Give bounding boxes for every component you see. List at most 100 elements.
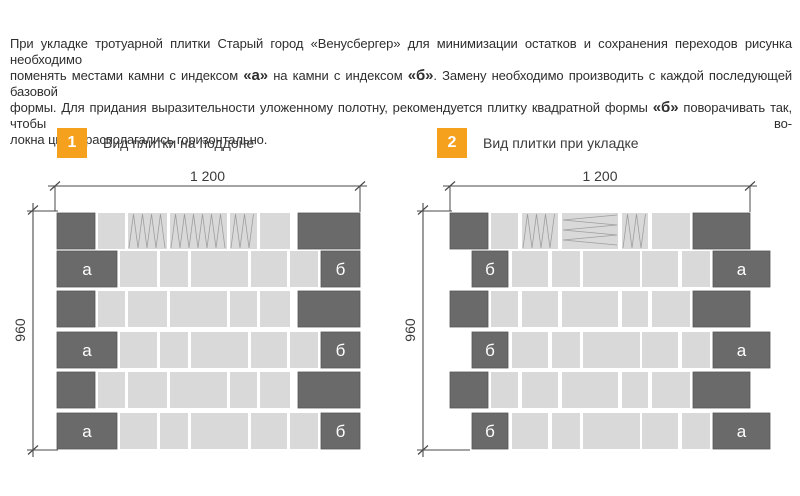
tile-light <box>622 213 648 249</box>
tile-light <box>682 251 710 287</box>
tile-label: б <box>485 260 495 279</box>
tile-light <box>260 291 290 327</box>
tile-light <box>98 372 125 408</box>
tile-dark <box>297 371 361 409</box>
tile-light <box>160 251 188 287</box>
tile-light <box>642 413 678 449</box>
tile-light <box>120 413 157 449</box>
tile-dark <box>449 371 489 409</box>
tile-light <box>290 413 318 449</box>
tile-light <box>230 291 257 327</box>
tile-dark <box>297 290 361 328</box>
tile-light <box>251 251 287 287</box>
tile-label: б <box>485 341 495 360</box>
tile-light <box>251 413 287 449</box>
tile-light <box>290 251 318 287</box>
intro-line: При укладке тротуарной плитки Старый гор… <box>10 36 792 67</box>
section-1-label: 1 Вид плитки на поддоне <box>57 128 254 158</box>
tile-а <box>56 331 118 369</box>
tile-dark <box>449 212 489 250</box>
height-dimension-label: 960 <box>12 318 28 342</box>
tile-б <box>471 412 509 450</box>
tile-light <box>160 332 188 368</box>
tile-light <box>160 413 188 449</box>
tile-dark <box>449 290 489 328</box>
tile-light <box>682 413 710 449</box>
section-2-caption: Вид плитки при укладке <box>483 135 639 151</box>
tile-label: б <box>485 422 495 441</box>
fiber-hatch-vertical <box>170 213 226 249</box>
tile-light <box>682 332 710 368</box>
tile-б <box>320 412 361 450</box>
tile-light <box>552 251 580 287</box>
tile-light <box>562 372 618 408</box>
tile-light <box>522 372 558 408</box>
tile-light <box>491 372 518 408</box>
width-dimension-label: 1 200 <box>582 168 617 184</box>
tile-light <box>491 213 518 249</box>
tile-а <box>712 412 771 450</box>
tile-light <box>251 332 287 368</box>
tile-light <box>98 213 125 249</box>
tile-label: а <box>82 341 92 360</box>
tile-dark <box>56 212 96 250</box>
intro-line: поменять местами камни с индексом «а» на… <box>10 67 793 100</box>
tile-light <box>128 372 167 408</box>
tile-label: б <box>336 341 346 360</box>
tile-dark <box>692 290 751 328</box>
tile-light <box>120 332 157 368</box>
tile-light <box>642 332 678 368</box>
tile-light <box>583 251 640 287</box>
tile-light <box>230 372 257 408</box>
tile-dark <box>56 290 96 328</box>
intro-paragraph: При укладке тротуарной плитки Старый гор… <box>10 36 792 148</box>
tile-light <box>191 332 248 368</box>
tile-б <box>320 250 361 288</box>
tile-light <box>642 251 678 287</box>
tile-label: б <box>336 422 346 441</box>
tile-а <box>56 412 118 450</box>
width-dimension-label: 1 200 <box>190 168 225 184</box>
tile-dark <box>56 371 96 409</box>
tile-light <box>583 413 640 449</box>
tile-light <box>260 213 290 249</box>
section-2-badge: 2 <box>437 128 467 158</box>
tile-light <box>562 291 618 327</box>
tile-б <box>471 250 509 288</box>
tile-light <box>552 413 580 449</box>
tile-light <box>552 332 580 368</box>
tile-а <box>712 250 771 288</box>
tile-light <box>652 291 690 327</box>
tile-light <box>652 213 690 249</box>
tile-label: а <box>737 341 747 360</box>
tile-light <box>191 413 248 449</box>
tile-label: а <box>82 260 92 279</box>
tile-light <box>622 291 648 327</box>
tile-light <box>170 372 227 408</box>
tile-light <box>512 413 548 449</box>
tile-light <box>191 251 248 287</box>
tile-light <box>522 291 558 327</box>
tile-light <box>170 291 227 327</box>
section-2-label: 2 Вид плитки при укладке <box>437 128 639 158</box>
tile-light <box>128 291 167 327</box>
section-1-caption: Вид плитки на поддоне <box>103 135 255 151</box>
height-dimension-label: 960 <box>402 318 418 342</box>
tile-light <box>622 372 648 408</box>
tile-light <box>512 332 548 368</box>
tile-label: а <box>737 260 747 279</box>
tile-dark <box>692 371 751 409</box>
tile-label: б <box>336 260 346 279</box>
tile-label: а <box>82 422 92 441</box>
tile-light <box>652 372 690 408</box>
tile-б <box>471 331 509 369</box>
tile-dark <box>297 212 361 250</box>
tile-а <box>712 331 771 369</box>
tile-б <box>320 331 361 369</box>
intro-line: формы. Для придания выразительности улож… <box>10 99 793 132</box>
fiber-hatch-horizontal <box>562 214 618 246</box>
fiber-hatch-vertical <box>128 213 166 249</box>
section-1-badge: 1 <box>57 128 87 158</box>
